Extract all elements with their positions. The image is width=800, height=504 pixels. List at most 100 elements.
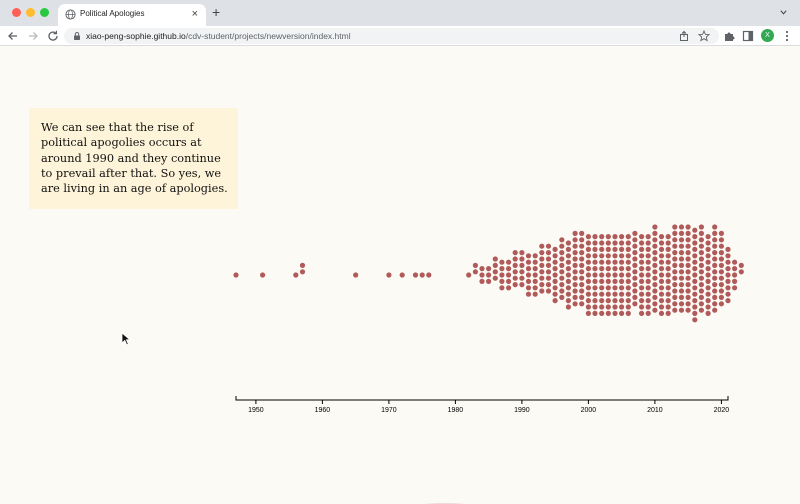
apology-dot-2018-8[interactable] bbox=[705, 246, 711, 252]
apology-dot-2020-9[interactable] bbox=[718, 294, 725, 300]
apology-dot-1999-3[interactable] bbox=[579, 275, 585, 281]
apology-dot-2011-2[interactable] bbox=[658, 266, 665, 272]
apology-dot-2019-8[interactable] bbox=[712, 243, 718, 249]
apology-dot-1988-5[interactable] bbox=[506, 285, 512, 291]
apology-dot-2020-4[interactable] bbox=[718, 256, 725, 262]
apology-dot-2017-13[interactable] bbox=[698, 307, 705, 313]
apology-dot-1989-6[interactable] bbox=[512, 250, 518, 256]
apology-dot-2003-7[interactable] bbox=[605, 291, 611, 297]
apology-dot-2010-9[interactable] bbox=[652, 294, 658, 300]
apology-dot-2007-4[interactable] bbox=[632, 256, 638, 262]
apology-dot-2010-11[interactable] bbox=[652, 301, 658, 307]
apology-dot-2011-10[interactable] bbox=[658, 240, 665, 246]
apology-dot-2018-4[interactable] bbox=[705, 259, 711, 265]
apology-dot-1999-8[interactable] bbox=[579, 243, 585, 249]
apology-dot-2005-10[interactable] bbox=[619, 240, 625, 246]
apology-dot-1996-8[interactable] bbox=[559, 243, 565, 249]
apology-dot-1995-2[interactable] bbox=[552, 266, 558, 272]
apology-dot-2000-12[interactable] bbox=[585, 234, 592, 240]
apology-dot-1996-4[interactable] bbox=[559, 256, 565, 262]
apology-dot-2013-5[interactable] bbox=[672, 282, 678, 288]
apology-dot-2019-12[interactable] bbox=[712, 230, 718, 236]
apology-dot-1986-2[interactable] bbox=[492, 262, 498, 268]
apology-dot-1998-9[interactable] bbox=[572, 294, 578, 300]
apology-dot-2000-6[interactable] bbox=[585, 253, 592, 259]
apology-dot-2007-9[interactable] bbox=[632, 294, 638, 300]
apology-dot-2009-12[interactable] bbox=[645, 234, 651, 240]
apology-dot-1994-7[interactable] bbox=[545, 288, 552, 294]
share-icon[interactable] bbox=[678, 30, 690, 42]
apology-dot-2013-14[interactable] bbox=[672, 224, 678, 230]
apology-dot-2019-2[interactable] bbox=[712, 262, 718, 268]
apology-dot-2007-8[interactable] bbox=[632, 243, 638, 249]
apology-dot-2017-11[interactable] bbox=[698, 301, 705, 307]
apology-dot-2017-2[interactable] bbox=[698, 262, 705, 268]
apology-dot-2009-10[interactable] bbox=[645, 240, 651, 246]
lock-icon[interactable] bbox=[72, 31, 82, 41]
apology-dot-1992-1[interactable] bbox=[532, 272, 538, 278]
apology-dot-2004-9[interactable] bbox=[612, 298, 618, 304]
window-minimize-button[interactable] bbox=[26, 8, 35, 17]
apology-dot-2005-12[interactable] bbox=[619, 234, 625, 240]
apology-dot-2006-3[interactable] bbox=[625, 278, 631, 284]
apology-dot-2002-2[interactable] bbox=[599, 266, 605, 272]
apology-dot-2021-7[interactable] bbox=[725, 291, 731, 297]
back-arrow-icon[interactable] bbox=[6, 29, 20, 43]
apology-dot-1996-1[interactable] bbox=[559, 269, 565, 275]
apology-dot-2011-13[interactable] bbox=[658, 310, 665, 316]
apology-dot-1987-3[interactable] bbox=[499, 278, 505, 284]
tab-political-apologies[interactable]: Political Apologies × bbox=[58, 4, 206, 26]
apology-dot-1996-5[interactable] bbox=[559, 282, 565, 288]
apology-dot-2006-13[interactable] bbox=[625, 310, 631, 316]
apology-dot-2015-7[interactable] bbox=[685, 288, 691, 294]
apology-dot-1997-4[interactable] bbox=[565, 259, 572, 265]
apology-dot-2001-5[interactable] bbox=[592, 285, 598, 291]
apology-dot-1998-11[interactable] bbox=[572, 301, 578, 307]
apology-dot-2002-9[interactable] bbox=[599, 298, 605, 304]
apology-dot-1998-4[interactable] bbox=[572, 256, 578, 262]
apology-dot-2008-2[interactable] bbox=[639, 266, 645, 272]
apology-dot-2021-8[interactable] bbox=[725, 246, 731, 252]
apology-dot-2006-4[interactable] bbox=[625, 259, 631, 265]
apology-dot-2000-9[interactable] bbox=[585, 298, 592, 304]
apology-dot-2000-3[interactable] bbox=[585, 278, 592, 284]
apology-dot-1991-5[interactable] bbox=[525, 285, 532, 291]
apology-dot-1989-1[interactable] bbox=[512, 269, 518, 275]
apology-dot-2014-5[interactable] bbox=[678, 282, 685, 288]
apology-dot-2013-12[interactable] bbox=[672, 230, 678, 236]
apology-dot-2002-12[interactable] bbox=[599, 234, 605, 240]
apology-dot-2011-7[interactable] bbox=[658, 291, 665, 297]
apology-dot-1995-6[interactable] bbox=[552, 253, 558, 259]
apology-dot-2003-5[interactable] bbox=[605, 285, 611, 291]
apology-dot-2008-8[interactable] bbox=[639, 246, 645, 252]
apology-dot-1947-1[interactable] bbox=[233, 272, 239, 278]
apology-dot-2019-10[interactable] bbox=[712, 237, 718, 243]
apology-dot-2005-1[interactable] bbox=[619, 272, 625, 278]
apology-dot-2004-2[interactable] bbox=[612, 266, 618, 272]
apology-dot-1999-10[interactable] bbox=[579, 237, 585, 243]
apology-dot-1997-11[interactable] bbox=[565, 304, 572, 310]
apology-dot-2013-11[interactable] bbox=[672, 301, 678, 307]
apology-dot-2014-13[interactable] bbox=[678, 307, 685, 313]
apology-dot-2000-11[interactable] bbox=[585, 304, 592, 310]
apology-dot-2002-7[interactable] bbox=[599, 291, 605, 297]
apology-dot-2001-8[interactable] bbox=[592, 246, 598, 252]
apology-dot-1996-10[interactable] bbox=[559, 237, 565, 243]
apology-dot-2011-12[interactable] bbox=[658, 234, 665, 240]
apology-dot-1999-7[interactable] bbox=[579, 288, 585, 294]
apology-dot-2012-6[interactable] bbox=[665, 253, 671, 259]
apology-dot-2008-3[interactable] bbox=[639, 278, 645, 284]
apology-dot-2004-3[interactable] bbox=[612, 278, 618, 284]
apology-dot-2016-1[interactable] bbox=[692, 272, 698, 278]
apology-dot-2006-12[interactable] bbox=[625, 234, 631, 240]
apology-dot-1982-1[interactable] bbox=[466, 272, 472, 278]
apology-dot-1997-9[interactable] bbox=[565, 298, 572, 304]
apology-dot-2015-3[interactable] bbox=[685, 275, 691, 281]
apology-dot-2009-9[interactable] bbox=[645, 298, 651, 304]
apology-dot-2022-2[interactable] bbox=[732, 266, 738, 272]
apology-dot-2003-11[interactable] bbox=[605, 304, 611, 310]
apology-dot-2009-5[interactable] bbox=[645, 285, 651, 291]
apology-dot-2004-12[interactable] bbox=[612, 234, 618, 240]
apology-dot-2016-6[interactable] bbox=[692, 253, 698, 259]
apology-dot-1988-3[interactable] bbox=[506, 278, 512, 284]
